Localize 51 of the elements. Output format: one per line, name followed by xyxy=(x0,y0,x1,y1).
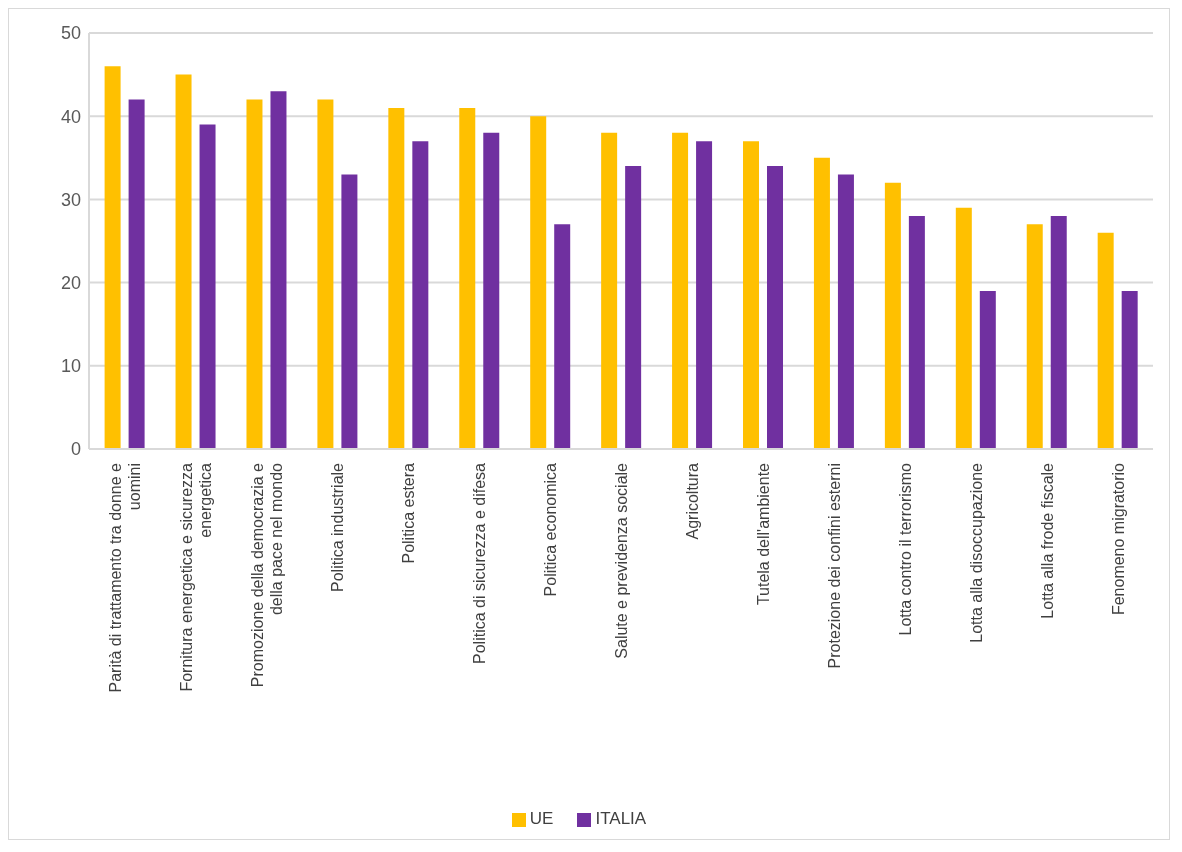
y-tick-label: 20 xyxy=(60,272,81,293)
bar xyxy=(388,107,405,449)
y-tick-label: 40 xyxy=(60,106,81,127)
bar xyxy=(672,132,689,449)
bar xyxy=(483,132,500,449)
bar xyxy=(908,216,925,449)
bar xyxy=(813,157,830,449)
y-tick-label: 10 xyxy=(60,356,81,377)
x-tick-label: Lotta alla frode fiscale xyxy=(1038,462,1056,619)
bar xyxy=(955,207,972,449)
bar xyxy=(743,141,760,449)
bar xyxy=(767,166,784,449)
bar xyxy=(884,182,901,449)
bar xyxy=(175,74,192,449)
bar xyxy=(104,66,121,449)
x-tick-label: Fenomeno migratorio xyxy=(1109,462,1127,616)
x-tick-label: Lotta alla disoccupazione xyxy=(967,462,985,643)
bar xyxy=(412,141,429,449)
x-tick-label: Politica estera xyxy=(400,462,418,564)
bar xyxy=(341,174,358,449)
x-tick-label: Lotta contro il terrorismo xyxy=(896,462,914,636)
legend-label: ITALIA xyxy=(595,809,647,828)
bar xyxy=(128,99,145,449)
bar xyxy=(459,107,476,449)
legend-label: UE xyxy=(529,809,554,828)
x-tick-label: Tutela dell'ambiente xyxy=(754,462,772,606)
x-tick-label: Parità di trattamento tra donne e uomini xyxy=(106,462,143,693)
y-tick-label: 0 xyxy=(70,439,81,460)
x-tick-label: Salute e previdenza sociale xyxy=(613,462,630,659)
y-tick-label: 30 xyxy=(60,189,81,210)
bar xyxy=(625,166,642,449)
bar xyxy=(696,141,713,449)
bar xyxy=(1121,290,1138,449)
x-tick-label: Protezione dei confini esterni xyxy=(825,463,843,669)
x-tick-label: Politica economica xyxy=(542,462,560,597)
x-tick-label: Agricoltura xyxy=(683,462,701,540)
bar xyxy=(1097,232,1114,449)
bar xyxy=(601,132,618,449)
bar xyxy=(317,99,334,449)
bar xyxy=(530,116,547,449)
bar xyxy=(199,124,216,449)
bar xyxy=(979,290,996,449)
y-tick-label: 50 xyxy=(60,23,81,44)
x-tick-label: Politica industriale xyxy=(329,462,347,592)
bar xyxy=(246,99,263,449)
bar xyxy=(1050,216,1067,449)
bar xyxy=(270,91,287,449)
bar xyxy=(1026,224,1043,449)
x-tick-label: Politica di sicurezza e difesa xyxy=(471,462,489,664)
bar xyxy=(837,174,854,449)
bar xyxy=(554,224,571,449)
